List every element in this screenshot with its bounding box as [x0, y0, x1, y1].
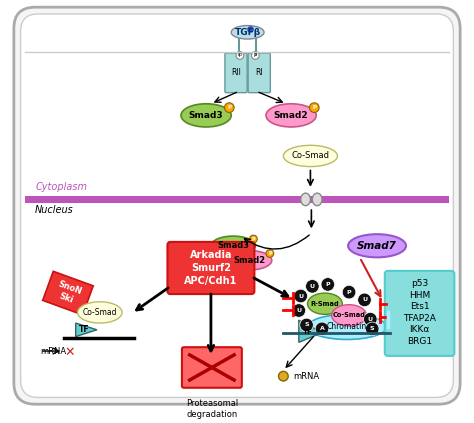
- Text: U: U: [296, 308, 301, 313]
- Circle shape: [225, 103, 234, 113]
- Text: S: S: [304, 322, 309, 327]
- Bar: [26, 195, 448, 203]
- Text: P: P: [254, 53, 257, 58]
- FancyBboxPatch shape: [248, 53, 270, 93]
- Ellipse shape: [78, 302, 122, 323]
- Text: P: P: [227, 105, 231, 110]
- Text: U: U: [310, 284, 315, 289]
- Text: Smad7: Smad7: [357, 241, 397, 251]
- Text: U: U: [368, 317, 373, 321]
- Text: Ets1: Ets1: [410, 302, 429, 311]
- Circle shape: [300, 318, 313, 332]
- Circle shape: [310, 103, 319, 113]
- Ellipse shape: [301, 193, 310, 206]
- Text: P: P: [326, 282, 330, 287]
- Ellipse shape: [228, 250, 272, 270]
- Circle shape: [236, 52, 244, 59]
- Ellipse shape: [211, 236, 255, 255]
- Text: P: P: [238, 53, 241, 58]
- Ellipse shape: [231, 25, 264, 39]
- Ellipse shape: [308, 293, 342, 314]
- Text: RII: RII: [231, 69, 241, 77]
- Text: Arkadia
Smurf2
APC/Cdh1: Arkadia Smurf2 APC/Cdh1: [184, 250, 237, 286]
- Text: Smad3: Smad3: [189, 111, 223, 120]
- Circle shape: [247, 26, 254, 33]
- Ellipse shape: [308, 314, 387, 340]
- FancyBboxPatch shape: [167, 242, 255, 294]
- Circle shape: [365, 322, 379, 335]
- Text: TFAP2A: TFAP2A: [403, 314, 436, 323]
- Circle shape: [249, 235, 257, 243]
- Text: TF: TF: [79, 325, 90, 334]
- Text: ✕: ✕: [64, 346, 75, 359]
- Text: IKKα: IKKα: [410, 325, 430, 334]
- Text: P: P: [268, 251, 272, 256]
- Circle shape: [321, 277, 335, 291]
- Ellipse shape: [283, 146, 337, 167]
- FancyBboxPatch shape: [182, 347, 242, 388]
- Text: Co-Smad: Co-Smad: [333, 312, 365, 319]
- Text: SnoN
Ski: SnoN Ski: [53, 280, 83, 306]
- Text: BRG1: BRG1: [407, 337, 432, 346]
- Circle shape: [364, 313, 377, 326]
- Text: Nucleus: Nucleus: [35, 205, 74, 215]
- Text: Chromatin: Chromatin: [327, 322, 367, 331]
- Text: p53: p53: [411, 279, 428, 288]
- Circle shape: [306, 280, 319, 293]
- FancyBboxPatch shape: [21, 14, 453, 398]
- Text: U: U: [362, 297, 367, 302]
- Circle shape: [292, 304, 306, 317]
- FancyBboxPatch shape: [225, 53, 247, 93]
- Text: U: U: [298, 294, 303, 299]
- Circle shape: [315, 322, 329, 335]
- Text: TF: TF: [302, 329, 312, 335]
- Text: mRNA: mRNA: [293, 372, 319, 381]
- Text: P: P: [347, 290, 351, 295]
- Circle shape: [358, 293, 371, 307]
- Circle shape: [279, 371, 288, 381]
- Text: mRNA: mRNA: [40, 346, 66, 356]
- Text: Co-Smad: Co-Smad: [82, 308, 117, 317]
- Text: P: P: [252, 236, 255, 242]
- Ellipse shape: [266, 104, 316, 127]
- Text: RI: RI: [255, 69, 263, 77]
- Text: Cytoplasm: Cytoplasm: [35, 182, 87, 192]
- Text: P: P: [312, 105, 316, 110]
- Text: Proteasomal
degradation: Proteasomal degradation: [186, 399, 238, 420]
- Ellipse shape: [332, 305, 366, 326]
- Circle shape: [266, 250, 273, 257]
- Circle shape: [252, 52, 259, 59]
- FancyBboxPatch shape: [385, 271, 455, 356]
- Text: Co-Smad: Co-Smad: [292, 151, 329, 160]
- Ellipse shape: [348, 234, 406, 257]
- Text: TGFβ: TGFβ: [235, 28, 261, 37]
- Polygon shape: [43, 271, 93, 315]
- Polygon shape: [76, 323, 97, 337]
- Text: A: A: [319, 326, 324, 331]
- Text: R-Smad: R-Smad: [310, 301, 339, 307]
- Text: HHM: HHM: [409, 291, 430, 299]
- Text: Smad2: Smad2: [274, 111, 309, 120]
- Ellipse shape: [181, 104, 231, 127]
- FancyBboxPatch shape: [14, 7, 460, 404]
- Text: Smad3: Smad3: [217, 241, 249, 250]
- Ellipse shape: [312, 193, 322, 206]
- Text: Smad2: Smad2: [234, 256, 265, 265]
- Circle shape: [342, 286, 356, 299]
- Circle shape: [294, 289, 308, 303]
- Polygon shape: [299, 320, 322, 342]
- Text: S: S: [370, 326, 374, 331]
